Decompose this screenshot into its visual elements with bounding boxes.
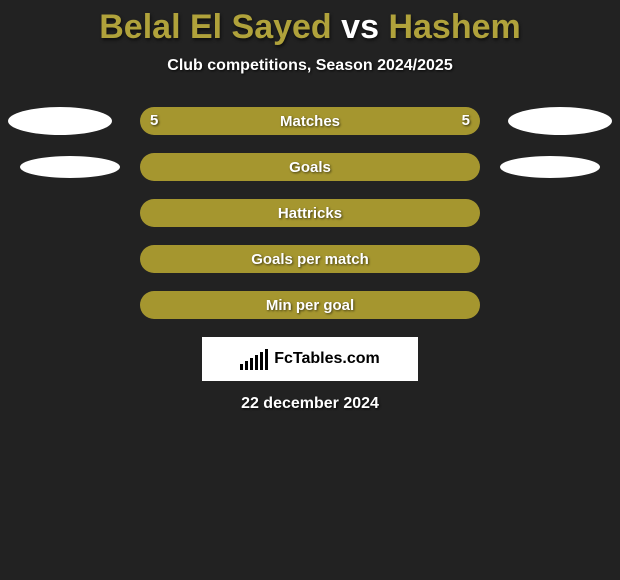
logo-box: FcTables.com — [202, 337, 418, 381]
stat-value-right: 5 — [462, 107, 470, 135]
stat-row: Goals per match — [0, 245, 620, 273]
stat-row: Goals — [0, 153, 620, 181]
comparison-title: Belal El Sayed vs Hashem — [0, 0, 620, 47]
stat-value-left: 5 — [150, 107, 158, 135]
stat-bar: Min per goal — [140, 291, 480, 319]
logo-bars-icon — [240, 349, 268, 370]
side-ellipse-right — [500, 156, 600, 178]
date-text: 22 december 2024 — [0, 395, 620, 413]
player1-name: Belal El Sayed — [99, 8, 331, 46]
stat-bar: Goals — [140, 153, 480, 181]
side-ellipse-left — [8, 107, 112, 135]
stat-bar: Hattricks — [140, 199, 480, 227]
stat-bar: Goals per match — [140, 245, 480, 273]
stat-row: Matches5 5 — [0, 107, 620, 135]
stat-row: Min per goal — [0, 291, 620, 319]
stat-row: Hattricks — [0, 199, 620, 227]
logo-text: FcTables.com — [274, 350, 380, 368]
stat-rows: Matches5 5 Goals Hattricks Goals per match Mi… — [0, 107, 620, 319]
side-ellipse-left — [20, 156, 120, 178]
side-ellipse-right — [508, 107, 612, 135]
stat-bar: Matches — [140, 107, 480, 135]
vs-text: vs — [341, 8, 379, 46]
player2-name: Hashem — [388, 8, 520, 46]
subtitle: Club competitions, Season 2024/2025 — [0, 57, 620, 75]
